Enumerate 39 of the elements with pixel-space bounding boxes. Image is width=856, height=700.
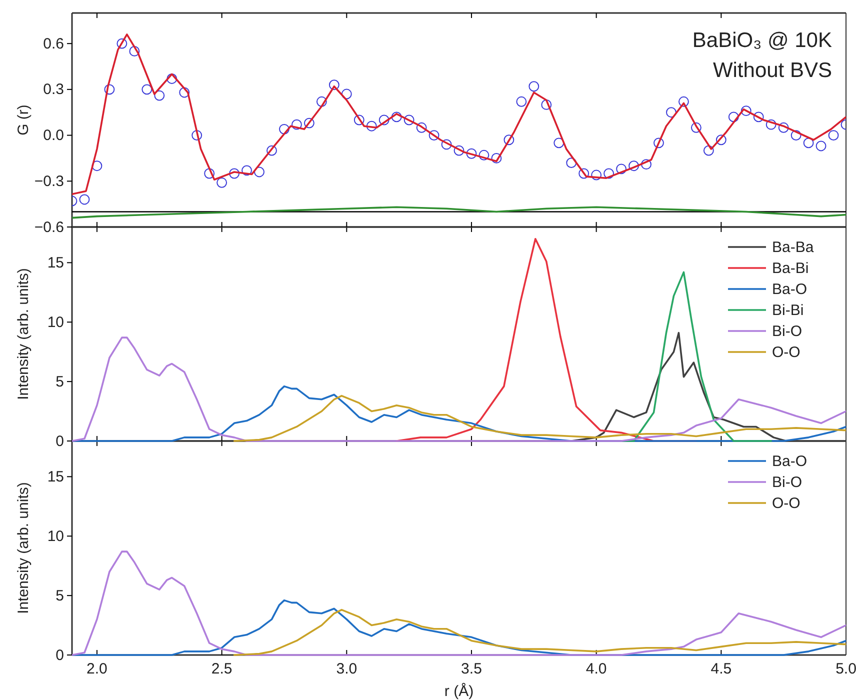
legend-label: Bi-O — [772, 323, 802, 340]
y-tick-label: 10 — [47, 528, 64, 545]
x-axis-title: r (Å) — [444, 682, 474, 700]
y-tick-label: 0.6 — [43, 35, 64, 52]
y-axis-title: G (r) — [15, 104, 32, 136]
y-tick-label: −0.6 — [34, 218, 64, 236]
legend-label: O-O — [772, 344, 800, 361]
legend-label: O-O — [772, 495, 800, 512]
y-tick-label: 0 — [56, 432, 64, 450]
line-series — [233, 608, 846, 656]
line-series — [72, 206, 846, 219]
line-series — [233, 394, 846, 442]
x-tick-label: 5.0 — [836, 660, 856, 678]
x-tick-label: 3.0 — [336, 660, 358, 678]
y-tick-label: −0.3 — [34, 172, 64, 190]
y-tick-label: 10 — [47, 314, 64, 331]
legend-label: Bi-O — [772, 474, 802, 491]
legend-label: Ba-O — [772, 453, 808, 470]
x-tick-label: 2.5 — [211, 660, 232, 678]
y-tick-label: 0.0 — [43, 127, 64, 144]
y-tick-label: 15 — [47, 254, 64, 272]
y-axis-title: Intensity (arb. units) — [15, 482, 32, 614]
annotation: BaBiO₃ @ 10K — [692, 29, 832, 52]
y-tick-label: 15 — [47, 468, 64, 486]
x-tick-label: 4.0 — [586, 660, 607, 678]
y-tick-label: 5 — [56, 587, 64, 604]
line-series — [620, 271, 772, 442]
x-tick-label: 2.0 — [86, 660, 108, 678]
y-axis-title: Intensity (arb. units) — [15, 268, 32, 400]
annotation: Without BVS — [712, 59, 832, 82]
legend-label: Bi-Bi — [772, 302, 804, 319]
y-tick-label: 0.3 — [43, 81, 64, 98]
y-tick-label: 5 — [56, 373, 64, 390]
x-tick-label: 3.5 — [461, 660, 482, 678]
x-tick-label: 4.5 — [710, 660, 732, 678]
legend-label: Ba-O — [772, 281, 808, 298]
legend-label: Ba-Ba — [772, 239, 814, 256]
legend-label: Ba-Bi — [772, 260, 809, 277]
y-tick-label: 0 — [56, 646, 64, 664]
